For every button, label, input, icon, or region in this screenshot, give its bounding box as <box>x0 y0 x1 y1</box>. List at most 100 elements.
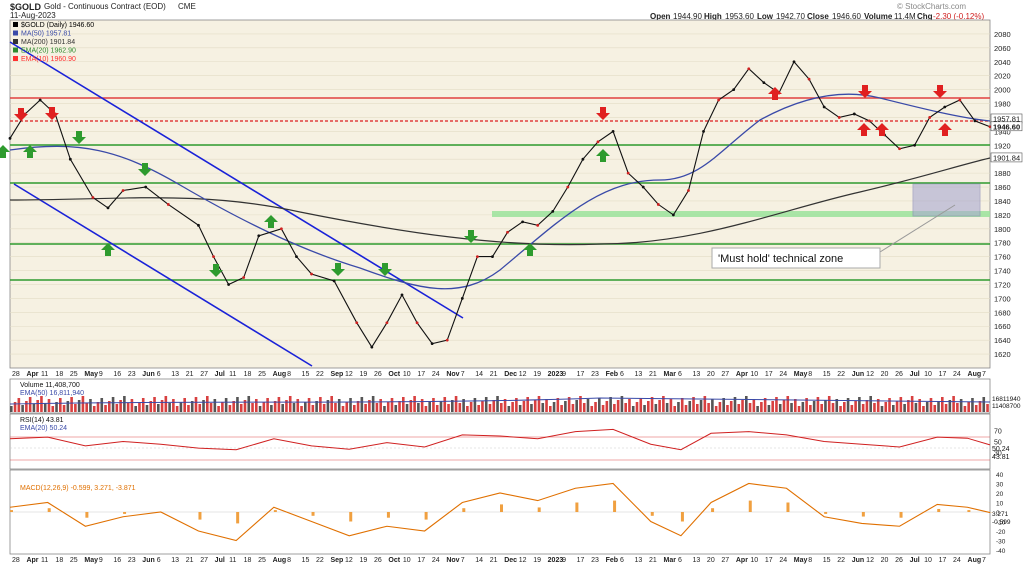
volume-bar <box>564 401 567 412</box>
volume-bar <box>854 401 857 412</box>
x-tick-label: 27 <box>200 557 208 564</box>
quote-open: 1944.90 <box>673 12 702 21</box>
red-arrow-up <box>938 123 952 136</box>
volume-bar <box>684 405 688 412</box>
x-tick-label: 23 <box>591 557 599 564</box>
symbol: $GOLD <box>10 2 42 12</box>
price-point <box>400 293 404 297</box>
volume-bar <box>394 405 398 412</box>
price-point <box>611 129 615 133</box>
x-tick-label: Jul <box>910 371 920 378</box>
volume-bar <box>941 397 944 412</box>
volume-bar <box>518 405 522 412</box>
volume-bar <box>443 397 447 412</box>
x-tick-label: 19 <box>533 371 541 378</box>
volume-bar <box>21 405 24 412</box>
quote-volume-label: Volume <box>864 12 893 21</box>
price-point <box>257 234 261 238</box>
volume-bar <box>70 397 73 412</box>
x-tick-label: 15 <box>302 371 310 378</box>
legend-swatch <box>13 39 18 44</box>
legend-swatch <box>13 22 18 27</box>
price-point <box>656 203 660 206</box>
volume-bar <box>228 405 232 412</box>
price-point <box>242 276 246 279</box>
volume-bar <box>771 401 774 412</box>
volume-bar <box>741 400 744 412</box>
y-tick-label: 2020 <box>994 72 1011 81</box>
price-point <box>279 227 283 231</box>
y-tick-label: 1640 <box>994 336 1011 345</box>
x-tick-label: 8 <box>808 371 812 378</box>
volume-bar <box>492 400 496 412</box>
volume-bar <box>590 406 594 412</box>
annotation-pointer <box>879 204 956 253</box>
price-point <box>566 185 570 189</box>
volume-bar <box>262 402 266 412</box>
price-point <box>973 119 977 123</box>
price-point <box>8 136 12 140</box>
volume-bar <box>77 400 81 412</box>
x-tick-label: Apr <box>26 557 38 564</box>
y-tick-label: 1760 <box>994 253 1011 262</box>
volume-bar <box>827 396 831 412</box>
volume-bar <box>334 403 337 412</box>
y-tick-label: 1680 <box>994 308 1011 317</box>
volume-bar <box>925 402 929 412</box>
price-point <box>581 157 585 161</box>
y-tick-label: 1920 <box>994 141 1011 150</box>
volume-bar <box>304 402 307 412</box>
x-tick-label: 10 <box>750 371 758 378</box>
y-tick-label: 1940 <box>994 127 1011 136</box>
green-arrow-up <box>23 145 37 158</box>
volume-bar <box>669 399 673 412</box>
price-point <box>551 210 555 213</box>
price-tag-label: 1901.84 <box>993 153 1020 162</box>
y-tick-label: 1720 <box>994 280 1011 289</box>
x-tick-label: 8 <box>808 557 812 564</box>
volume-bar <box>688 401 692 412</box>
macd-hist-bar <box>85 512 89 518</box>
x-tick-label: Jun <box>142 371 154 378</box>
volume-bars <box>10 396 989 412</box>
x-tick-label: Mar <box>663 557 676 564</box>
volume-bar <box>341 406 345 412</box>
volume-bar <box>797 406 801 412</box>
x-tick-label: 7 <box>461 557 465 564</box>
x-tick-label: 17 <box>577 371 585 378</box>
red-arrow-up <box>857 123 871 136</box>
macd-tag: -0.599 <box>992 519 1011 526</box>
volume-bar <box>209 403 213 412</box>
volume-bar <box>937 401 940 412</box>
price-point <box>460 297 464 300</box>
x-tick-label: Aug <box>968 557 982 564</box>
x-tick-label: 24 <box>953 557 961 564</box>
price-point <box>852 112 856 116</box>
x-tick-label: 13 <box>692 371 700 378</box>
x-tick-label: Oct <box>388 557 400 564</box>
y-tick-label: 1620 <box>994 350 1011 359</box>
volume-tag: 11408700 <box>992 403 1021 410</box>
volume-bar <box>918 399 921 412</box>
legend-swatch <box>13 56 18 61</box>
macd-tick-label: -20 <box>996 529 1006 536</box>
volume-bar <box>160 400 164 412</box>
volume-bar <box>368 400 371 412</box>
x-tick-label: Jul <box>910 557 920 564</box>
x-tick-label: 15 <box>823 371 831 378</box>
price-point <box>958 98 962 102</box>
x-tick-label: Jun <box>852 557 864 564</box>
x-tick-label: Apr <box>26 371 38 378</box>
price-point <box>370 345 374 349</box>
exchange: CME <box>178 2 196 11</box>
volume-bar <box>729 401 733 412</box>
macd-tick-label: 20 <box>996 491 1004 498</box>
x-tick-label: 10 <box>924 557 932 564</box>
volume-bar <box>85 403 88 412</box>
annotation-text: 'Must hold' technical zone <box>718 253 843 265</box>
macd-hist-bar <box>650 512 654 516</box>
volume-bar <box>571 404 575 412</box>
